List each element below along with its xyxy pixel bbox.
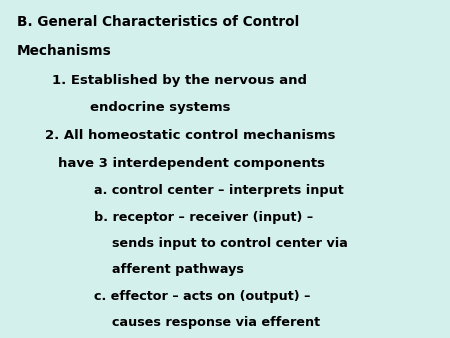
Text: 1. Established by the nervous and: 1. Established by the nervous and bbox=[52, 74, 307, 87]
Text: c. effector – acts on (output) –: c. effector – acts on (output) – bbox=[94, 290, 311, 303]
Text: endocrine systems: endocrine systems bbox=[90, 101, 230, 114]
Text: 2. All homeostatic control mechanisms: 2. All homeostatic control mechanisms bbox=[45, 129, 336, 142]
Text: afferent pathways: afferent pathways bbox=[112, 263, 243, 276]
Text: causes response via efferent: causes response via efferent bbox=[112, 316, 320, 329]
Text: b. receptor – receiver (input) –: b. receptor – receiver (input) – bbox=[94, 211, 314, 224]
Text: a. control center – interprets input: a. control center – interprets input bbox=[94, 184, 344, 197]
Text: B. General Characteristics of Control: B. General Characteristics of Control bbox=[17, 15, 299, 29]
Text: have 3 interdependent components: have 3 interdependent components bbox=[58, 157, 324, 170]
Text: sends input to control center via: sends input to control center via bbox=[112, 237, 347, 250]
Text: Mechanisms: Mechanisms bbox=[17, 44, 112, 58]
